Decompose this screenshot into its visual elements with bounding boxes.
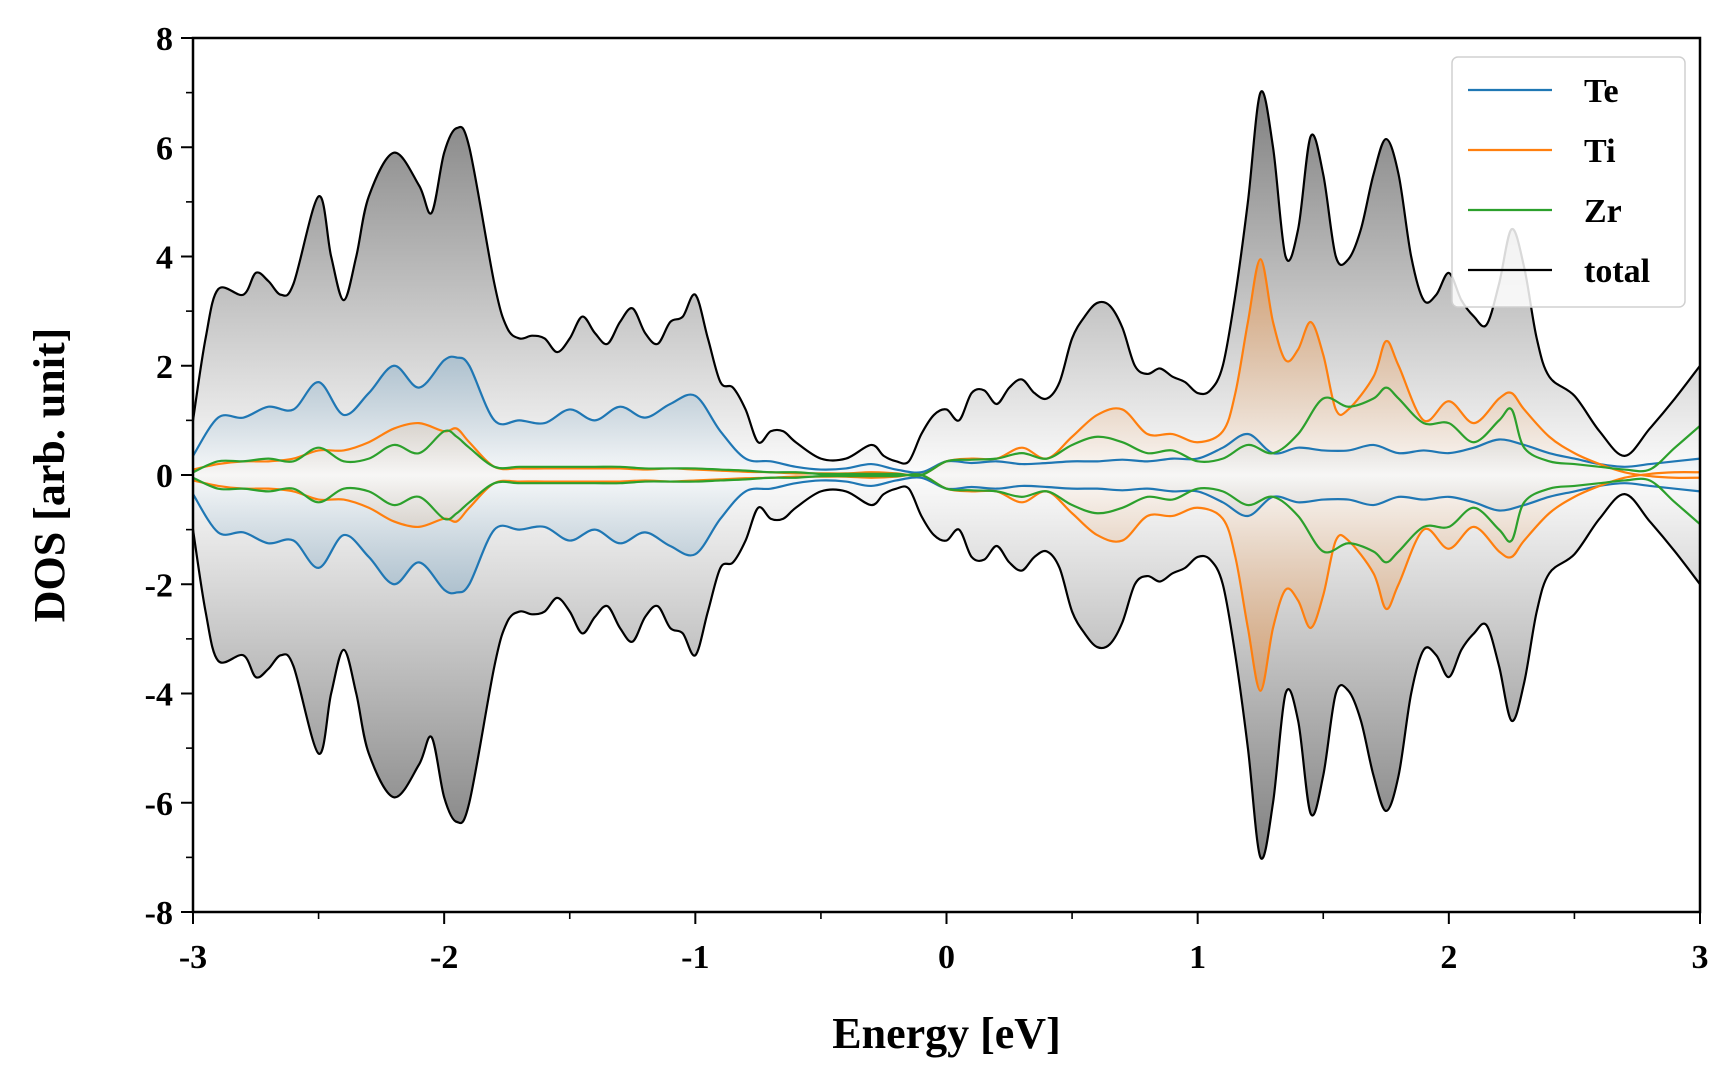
area-fills <box>193 91 1700 859</box>
te-fill-down <box>193 475 1700 594</box>
zr-line-down <box>192 473 1701 564</box>
y-tick-label: -8 <box>145 895 173 932</box>
y-tick-label: 8 <box>156 21 173 58</box>
ti-line-up <box>192 258 1701 479</box>
te-fill-up <box>193 356 1700 475</box>
y-tick-label: 0 <box>156 458 173 495</box>
series-lines <box>191 90 1701 860</box>
legend: Te Ti Zr total <box>1451 56 1686 308</box>
legend-box <box>1451 56 1686 308</box>
legend-label-zr: Zr <box>1584 193 1622 230</box>
legend-label-ti: Ti <box>1584 133 1616 170</box>
y-tick-label: 6 <box>156 130 173 167</box>
x-tick-label: -1 <box>681 939 709 976</box>
legend-label-te: Te <box>1584 73 1619 110</box>
y-tick-label: -6 <box>145 786 173 823</box>
total-line-down <box>191 485 1701 860</box>
x-tick-label: 3 <box>1692 939 1709 976</box>
y-tick-label: -4 <box>145 677 173 714</box>
x-tick-label: 1 <box>1189 939 1206 976</box>
axes: -3 -2 -1 0 1 2 3 -8 -6 -4 -2 0 2 4 6 8 <box>145 21 1709 976</box>
y-tick-label: 4 <box>156 240 173 277</box>
x-axis-label: Energy [eV] <box>832 1009 1061 1058</box>
zr-line-up <box>192 386 1701 477</box>
y-axis-label: DOS [arb. unit] <box>25 328 74 623</box>
y-tick-label: 2 <box>156 349 173 386</box>
ti-line-down <box>192 471 1701 692</box>
x-tick-label: 2 <box>1440 939 1457 976</box>
x-tick-label: -3 <box>179 939 207 976</box>
total-line-up <box>191 90 1701 465</box>
y-tick-label: -2 <box>145 567 173 604</box>
ti-fill-up <box>193 259 1700 478</box>
x-tick-label: 0 <box>938 939 955 976</box>
ti-fill-down <box>193 472 1700 691</box>
te-line-down <box>192 476 1701 595</box>
te-line-up <box>192 355 1701 474</box>
legend-label-total: total <box>1584 253 1650 290</box>
x-tick-label: -2 <box>430 939 458 976</box>
